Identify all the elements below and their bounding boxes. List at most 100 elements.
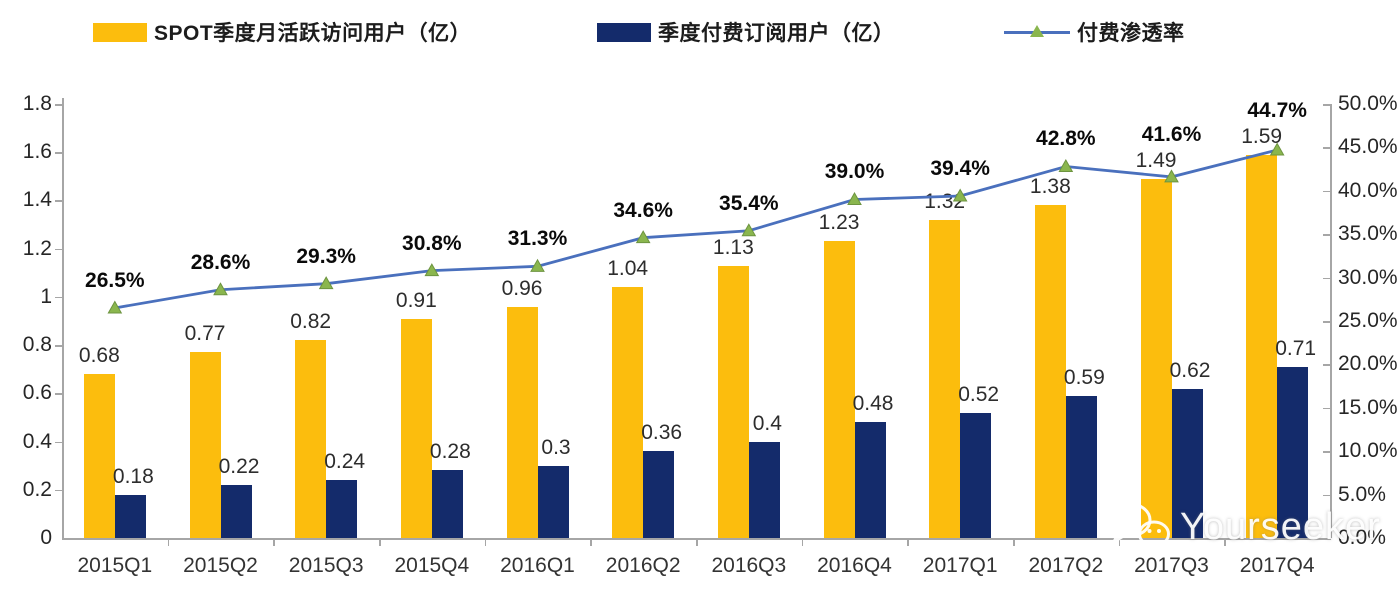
mau-bar xyxy=(189,352,221,538)
mau-value-label: 0.68 xyxy=(78,344,120,368)
left-axis-tick xyxy=(55,296,62,299)
triangle-marker-icon xyxy=(213,282,228,296)
x-axis-tick xyxy=(273,538,275,546)
legend-item-penetration: 付费渗透率 xyxy=(1004,19,1185,45)
mau-value-label: 1.38 xyxy=(1029,175,1071,199)
subscribers-bar xyxy=(431,470,463,538)
x-axis-label: 2016Q4 xyxy=(817,554,892,577)
penetration-point-label: 26.5% xyxy=(85,268,145,292)
mau-value-label: 1.32 xyxy=(924,189,966,213)
mau-bar xyxy=(929,219,961,538)
left-axis-tick xyxy=(55,489,62,492)
mau-value-label: 1.13 xyxy=(712,235,754,259)
mau-legend-swatch xyxy=(93,22,147,42)
penetration-point-label: 34.6% xyxy=(613,198,673,222)
right-axis-tick-label: 5.0% xyxy=(1338,482,1386,506)
subscribers-bar xyxy=(326,480,358,538)
right-axis-tick xyxy=(1323,147,1330,149)
x-axis-tick xyxy=(167,538,170,546)
x-axis-label: 2015Q3 xyxy=(288,554,364,577)
right-axis-line xyxy=(1330,104,1332,538)
x-axis-label: 2015Q1 xyxy=(77,554,153,577)
right-axis-tick xyxy=(1323,321,1330,323)
x-axis-label: 2017Q4 xyxy=(1239,554,1315,577)
subscribers-value-label: 0.48 xyxy=(852,392,894,416)
penetration-point-label: 39.4% xyxy=(930,157,990,180)
mau-value-label: 0.91 xyxy=(395,288,437,312)
mau-bar xyxy=(400,318,432,538)
right-axis-tick-label: 20.0% xyxy=(1338,352,1398,376)
triangle-marker-icon xyxy=(318,276,334,290)
legend-triangle-icon xyxy=(1030,24,1044,37)
right-axis-tick xyxy=(1323,277,1330,280)
penetration-legend-label: 付费渗透率 xyxy=(1077,22,1185,45)
subscribers-bar xyxy=(1277,366,1309,538)
x-axis-label: 2017Q2 xyxy=(1028,554,1104,577)
legend-item-mau: SPOT季度月活跃访问用户（亿） xyxy=(93,19,471,45)
left-axis-tick xyxy=(55,248,62,251)
right-axis-tick-label: 45.0% xyxy=(1338,135,1398,159)
right-axis-tick-label: 10.0% xyxy=(1338,439,1398,463)
mau-legend-label: SPOT季度月活跃访问用户（亿） xyxy=(154,22,472,45)
penetration-legend-marker xyxy=(1004,23,1070,42)
right-axis-tick-label: 35.0% xyxy=(1338,222,1398,246)
subscribers-value-label: 0.71 xyxy=(1275,336,1317,360)
right-axis-tick-label: 25.0% xyxy=(1338,309,1398,332)
left-axis-tick-label: 1.8 xyxy=(22,92,52,115)
triangle-marker-icon xyxy=(424,263,440,277)
x-axis-tick xyxy=(1118,538,1121,546)
x-axis-label: 2015Q4 xyxy=(394,554,470,577)
mau-value-label: 1.59 xyxy=(1241,124,1283,148)
subscribers-bar xyxy=(114,494,146,538)
right-axis-tick xyxy=(1323,494,1330,497)
subscribers-bar xyxy=(1065,395,1097,538)
mau-bar xyxy=(823,241,855,538)
legend-item-subscribers: 季度付费订阅用户（亿） xyxy=(597,19,895,45)
mau-bar xyxy=(506,306,538,538)
subscribers-value-label: 0.24 xyxy=(324,450,366,474)
triangle-marker-icon xyxy=(741,223,757,237)
subscribers-value-label: 0.62 xyxy=(1169,358,1211,382)
subscribers-bar xyxy=(748,441,780,538)
penetration-point-label: 28.6% xyxy=(190,250,251,274)
subscribers-value-label: 0.3 xyxy=(541,435,571,459)
right-axis-tick xyxy=(1323,234,1330,236)
triangle-marker-icon xyxy=(635,230,651,244)
x-axis-tick xyxy=(484,538,487,546)
left-axis-tick-label: 1.6 xyxy=(22,140,52,164)
right-axis-tick-label: 0.0% xyxy=(1338,526,1386,549)
subscribers-bar xyxy=(1171,388,1203,538)
left-axis-tick xyxy=(55,345,62,347)
penetration-point-label: 44.7% xyxy=(1247,98,1307,122)
mau-bar xyxy=(83,374,115,538)
left-axis-tick-label: 1 xyxy=(40,284,52,308)
left-axis-tick-label: 1.2 xyxy=(22,236,52,260)
mau-value-label: 0.82 xyxy=(290,310,332,334)
triangle-marker-icon xyxy=(107,300,123,314)
left-axis-tick-label: 0.8 xyxy=(22,333,52,357)
x-axis-tick xyxy=(1224,538,1226,546)
left-axis-tick xyxy=(55,152,62,154)
right-axis-tick-label: 40.0% xyxy=(1338,178,1398,202)
subscribers-value-label: 0.18 xyxy=(112,464,154,488)
x-axis-label: 2016Q1 xyxy=(500,554,575,577)
left-axis-tick-label: 0 xyxy=(40,526,52,549)
x-axis-tick xyxy=(801,538,804,546)
subscribers-legend-label: 季度付费订阅用户（亿） xyxy=(658,22,895,45)
subscribers-bar xyxy=(220,484,252,538)
left-axis-tick xyxy=(55,200,62,202)
left-axis-tick xyxy=(55,393,62,395)
subscribers-value-label: 0.36 xyxy=(641,421,683,445)
mau-bar xyxy=(1034,205,1066,538)
subscribers-value-label: 0.52 xyxy=(958,382,1000,406)
right-axis-tick xyxy=(1323,190,1330,193)
x-axis-label: 2016Q2 xyxy=(605,554,681,577)
x-axis-label: 2016Q3 xyxy=(711,554,787,577)
x-axis-tick xyxy=(696,538,698,546)
subscribers-value-label: 0.4 xyxy=(752,411,782,435)
left-axis-line xyxy=(62,98,64,538)
x-axis-tick xyxy=(1013,538,1015,546)
subscribers-bar xyxy=(960,412,992,538)
penetration-point-label: 30.8% xyxy=(402,231,462,255)
